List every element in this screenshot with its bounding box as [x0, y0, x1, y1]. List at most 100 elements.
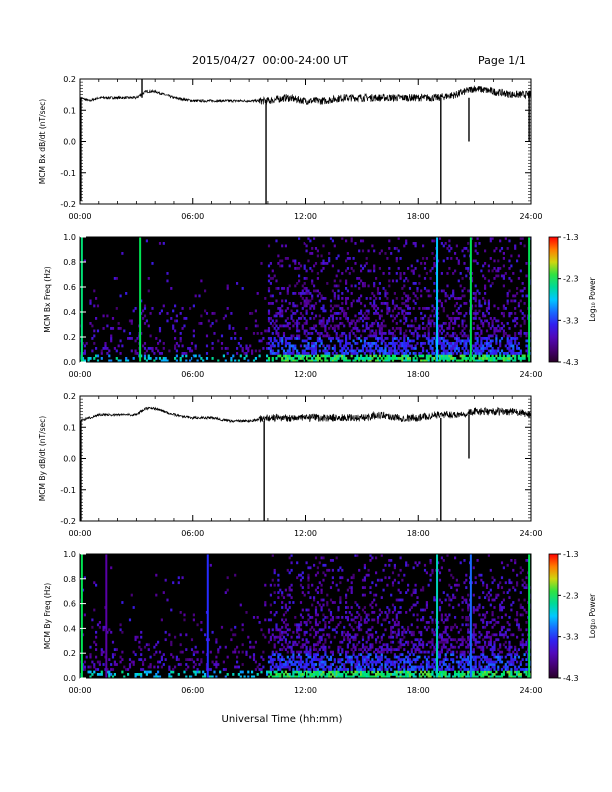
spectrogram-cell [258, 621, 261, 624]
spectrogram-cell [181, 650, 184, 654]
spectrogram-cell [83, 576, 86, 580]
spectrogram-cell [427, 319, 430, 323]
spectrogram-cell [239, 603, 242, 607]
spectrogram-cell [500, 576, 504, 580]
spectrogram-cell [318, 660, 321, 664]
spectrogram-cell [407, 583, 410, 587]
spectrogram-cell [491, 349, 494, 353]
spectrogram-cell [497, 675, 500, 679]
spectrogram-cell [311, 625, 314, 629]
spectrogram-cell [81, 633, 85, 637]
spectrogram-cell [438, 359, 442, 363]
spectrogram-cell [329, 618, 333, 622]
spectrogram-cell [267, 317, 271, 320]
colorbar-title: Log₁₀ Power [588, 276, 597, 321]
spectrogram-cell [288, 571, 291, 575]
spectrogram-cell [423, 655, 427, 659]
spectrogram-cell [474, 337, 477, 340]
y-axis-title: MCM Bx Freq (Hz) [43, 266, 52, 332]
spectrogram-cell [102, 327, 105, 330]
spectrogram-cell [403, 279, 406, 283]
spectrogram-cell [525, 650, 528, 654]
spectrogram-cell [459, 668, 462, 671]
spectrogram-cell [328, 344, 331, 348]
spectrogram-cell [478, 603, 481, 607]
spectrogram-cell [386, 344, 389, 348]
spectrogram-cell [508, 344, 511, 348]
spectrogram-cell [455, 297, 458, 300]
spectrogram-cell [158, 650, 162, 654]
spectrogram-cell [155, 573, 158, 577]
spectrogram-cell [326, 354, 329, 358]
spectrogram-cell [350, 581, 353, 585]
spectrogram-cell [181, 576, 184, 580]
plot-frame [79, 78, 532, 205]
spectrogram-cell [431, 665, 434, 669]
spectrogram-cell [525, 621, 528, 624]
spectrogram-cell [397, 655, 400, 659]
spectrogram-cell [316, 613, 319, 617]
spectrogram-cell [326, 616, 329, 619]
spectrogram-cell [476, 606, 479, 609]
spectrogram-cell [361, 359, 365, 363]
spectrogram-cell [162, 653, 165, 656]
spectrogram-cell [358, 287, 361, 290]
spectrogram-cell [401, 287, 404, 290]
spectrogram-cell [405, 630, 408, 634]
spectrogram-cell [326, 601, 329, 604]
spectrogram-cell [343, 352, 346, 355]
spectrogram-cell [311, 247, 314, 250]
plot-frame [79, 395, 532, 522]
spectrogram-cell [258, 354, 261, 358]
spectrogram-cell [514, 658, 517, 661]
spectrogram-cell [433, 598, 436, 602]
colorbar-title: Log₁₀ Power [588, 593, 597, 638]
spectrogram-cell [303, 332, 306, 335]
spectrogram-cell [360, 616, 363, 619]
spectrogram-cell [465, 586, 468, 589]
spectrogram-cell [294, 670, 297, 674]
spectrogram-cell [487, 591, 490, 594]
spectrogram-cell [485, 670, 489, 674]
spectrogram-cell [487, 312, 490, 315]
spectrogram-cell [311, 347, 314, 350]
spectrogram-cell [412, 242, 415, 245]
spectrogram-cell [363, 339, 366, 343]
spectrogram-cell [282, 673, 286, 676]
spectrogram-cell [314, 324, 318, 328]
spectrogram-cell [423, 332, 427, 335]
spectrogram-cell [284, 339, 287, 343]
spectrogram-cell [399, 638, 402, 642]
spectrogram-cell [343, 324, 346, 328]
spectrogram-cell [519, 269, 522, 273]
spectrogram-cell [508, 359, 511, 363]
spectrogram-cell [335, 673, 338, 676]
spectrogram-cell [286, 643, 289, 647]
spectrogram-cell [158, 329, 162, 333]
spectrogram-cell [476, 559, 479, 562]
spectrogram-cell [311, 349, 314, 353]
spectrogram-cell [427, 329, 430, 333]
spectrogram-cell [181, 352, 184, 355]
spectrogram-cell [95, 297, 98, 300]
spectrogram-cell [517, 625, 520, 629]
spectrogram-cell [292, 259, 295, 263]
spectrogram-cell [495, 675, 498, 679]
spectrogram-cell [519, 571, 522, 575]
spectrogram-cell [480, 352, 483, 355]
spectrogram-cell [331, 576, 334, 580]
spectrogram-cell [454, 347, 457, 350]
spectrogram-cell [288, 640, 291, 644]
spectrogram-cell [373, 282, 376, 285]
spectrogram-cell [172, 668, 175, 671]
spectrogram-cell [345, 339, 348, 343]
spectrogram-cell [318, 581, 321, 585]
spectrogram-cell [405, 670, 408, 674]
spectrogram-cell [247, 670, 250, 674]
spectrogram-cell [393, 660, 396, 664]
spectrogram-cell [339, 673, 342, 676]
spectrogram-cell [474, 309, 477, 313]
spectrogram-cell [269, 668, 272, 671]
spectrogram-cell [484, 319, 487, 323]
spectrogram-cell [373, 269, 376, 273]
